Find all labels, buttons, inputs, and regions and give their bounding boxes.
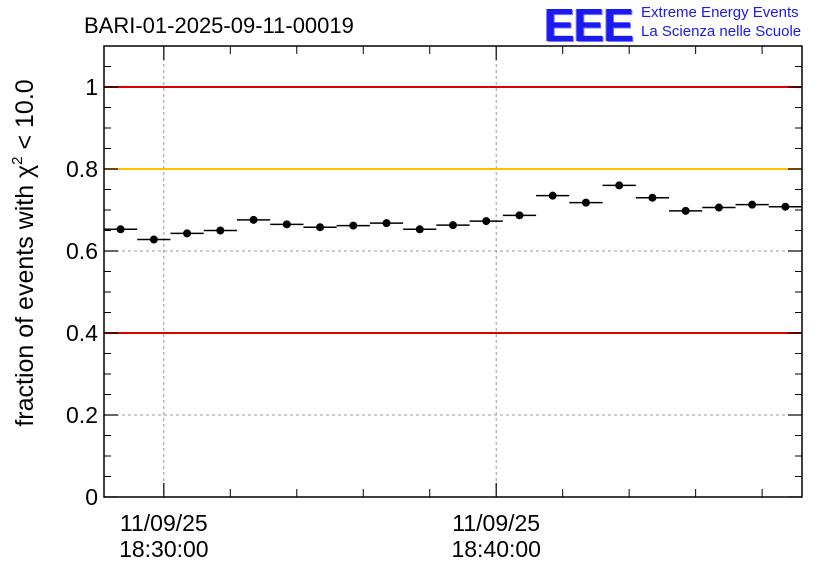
x-tick-time-label: 18:40:00 [451,536,541,562]
y-tick-label: 1 [85,74,98,100]
grid [104,46,802,497]
y-tick-label: 0.8 [66,156,98,182]
data-point [482,217,491,226]
data-point [415,225,424,234]
data-point [648,193,657,202]
data-point [681,206,690,215]
eee-logo-line1: Extreme Energy Events [641,4,799,21]
data-point [615,181,624,190]
x-tick-date-label: 11/09/25 [120,510,208,536]
data-point [349,221,358,230]
x-tick-time-label: 18:30:00 [119,536,209,562]
reference-lines [104,86,802,334]
data-point [116,225,125,234]
y-tick-label: 0.2 [66,402,98,428]
eee-logo-text: Extreme Energy Events La Scienza nelle S… [641,3,801,41]
data-point [781,202,790,211]
chart-title: BARI-01-2025-09-11-00019 [84,13,354,38]
data-points [104,181,802,244]
data-point [216,226,225,235]
y-tick-label: 0.4 [66,320,98,346]
x-tick-date-label: 11/09/25 [452,510,540,536]
data-point [282,220,291,229]
y-tick-label: 0 [85,484,98,510]
data-point [183,229,192,238]
data-point [382,219,391,228]
plot-frame [103,45,803,498]
data-point [548,191,557,200]
y-axis-label-main: fraction of events with χ [11,165,39,427]
eee-logo-mark: EEE [544,0,634,51]
axes: 00.20.40.60.8111/09/2518:30:0011/09/2518… [66,45,802,562]
y-tick-label: 0.6 [66,238,98,264]
data-point [316,223,325,232]
data-point [149,235,158,244]
y-axis-label-tail: < 10.0 [11,79,39,156]
y-axis-label: fraction of events with χ2 < 10.0 [9,79,39,426]
data-point [748,200,757,209]
data-point [515,211,524,220]
data-point [714,203,723,212]
y-axis-label-superscript: 2 [9,156,26,164]
eee-logo: EEE Extreme Energy Events La Scienza nel… [544,2,801,48]
data-point [449,221,457,230]
data-point [581,198,590,207]
data-point [249,215,258,224]
eee-logo-line2: La Scienza nelle Scuole [641,23,802,40]
